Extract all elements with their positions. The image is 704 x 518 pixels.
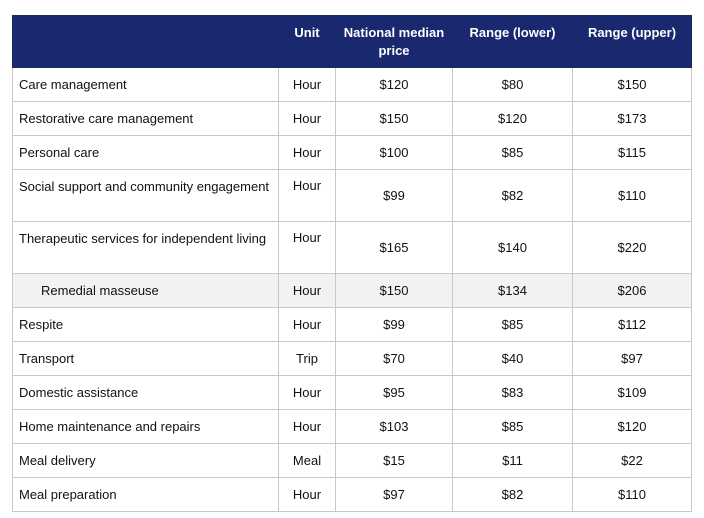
header-service: [12, 15, 279, 68]
unit-cell: Hour: [278, 273, 336, 308]
table-row: Respite Hour $99 $85 $112: [12, 307, 692, 342]
upper-cell: $220: [572, 221, 692, 274]
service-cell: Domestic assistance: [12, 375, 279, 410]
header-range-upper: Range (upper): [572, 15, 692, 68]
service-cell: Social support and community engagement: [12, 169, 279, 222]
upper-cell: $110: [572, 169, 692, 222]
service-cell: Meal preparation: [12, 477, 279, 512]
median-cell: $99: [335, 169, 453, 222]
table-row: Therapeutic services for independent liv…: [12, 221, 692, 274]
lower-cell: $85: [452, 409, 573, 444]
median-cell: $100: [335, 135, 453, 170]
median-cell: $15: [335, 443, 453, 478]
table-subrow: Remedial masseuse Hour $150 $134 $206: [12, 273, 692, 308]
lower-cell: $82: [452, 477, 573, 512]
upper-cell: $150: [572, 67, 692, 102]
median-cell: $103: [335, 409, 453, 444]
median-cell: $150: [335, 101, 453, 136]
table-row: Meal preparation Hour $97 $82 $110: [12, 477, 692, 512]
unit-cell: Hour: [278, 409, 336, 444]
lower-cell: $120: [452, 101, 573, 136]
median-cell: $95: [335, 375, 453, 410]
upper-cell: $115: [572, 135, 692, 170]
lower-cell: $85: [452, 307, 573, 342]
upper-cell: $109: [572, 375, 692, 410]
service-cell: Transport: [12, 341, 279, 376]
table-row: Restorative care management Hour $150 $1…: [12, 101, 692, 136]
lower-cell: $85: [452, 135, 573, 170]
service-cell: Meal delivery: [12, 443, 279, 478]
lower-cell: $140: [452, 221, 573, 274]
table-row: Domestic assistance Hour $95 $83 $109: [12, 375, 692, 410]
unit-cell: Hour: [278, 375, 336, 410]
service-cell: Personal care: [12, 135, 279, 170]
unit-cell: Hour: [278, 169, 336, 222]
median-cell: $165: [335, 221, 453, 274]
lower-cell: $40: [452, 341, 573, 376]
table-row: Care management Hour $120 $80 $150: [12, 67, 692, 102]
service-cell: Therapeutic services for independent liv…: [12, 221, 279, 274]
unit-cell: Hour: [278, 307, 336, 342]
table-row: Home maintenance and repairs Hour $103 $…: [12, 409, 692, 444]
header-range-lower: Range (lower): [452, 15, 573, 68]
unit-cell: Meal: [278, 443, 336, 478]
upper-cell: $97: [572, 341, 692, 376]
unit-cell: Hour: [278, 67, 336, 102]
upper-cell: $206: [572, 273, 692, 308]
service-cell: Remedial masseuse: [12, 273, 279, 308]
service-cell: Care management: [12, 67, 279, 102]
service-cell: Home maintenance and repairs: [12, 409, 279, 444]
upper-cell: $110: [572, 477, 692, 512]
table-row: Transport Trip $70 $40 $97: [12, 341, 692, 376]
unit-cell: Hour: [278, 477, 336, 512]
lower-cell: $80: [452, 67, 573, 102]
service-cell: Respite: [12, 307, 279, 342]
upper-cell: $120: [572, 409, 692, 444]
upper-cell: $112: [572, 307, 692, 342]
lower-cell: $82: [452, 169, 573, 222]
table-row: Social support and community engagement …: [12, 169, 692, 222]
median-cell: $70: [335, 341, 453, 376]
upper-cell: $22: [572, 443, 692, 478]
price-table: Unit National median price Range (lower)…: [12, 15, 692, 512]
service-cell: Restorative care management: [12, 101, 279, 136]
header-median-price: National median price: [335, 15, 453, 68]
lower-cell: $11: [452, 443, 573, 478]
header-unit: Unit: [278, 15, 336, 68]
lower-cell: $83: [452, 375, 573, 410]
median-cell: $120: [335, 67, 453, 102]
lower-cell: $134: [452, 273, 573, 308]
median-cell: $99: [335, 307, 453, 342]
unit-cell: Hour: [278, 101, 336, 136]
header-row: Unit National median price Range (lower)…: [12, 15, 692, 68]
median-cell: $150: [335, 273, 453, 308]
table-row: Meal delivery Meal $15 $11 $22: [12, 443, 692, 478]
upper-cell: $173: [572, 101, 692, 136]
unit-cell: Trip: [278, 341, 336, 376]
unit-cell: Hour: [278, 221, 336, 274]
table-row: Personal care Hour $100 $85 $115: [12, 135, 692, 170]
median-cell: $97: [335, 477, 453, 512]
unit-cell: Hour: [278, 135, 336, 170]
